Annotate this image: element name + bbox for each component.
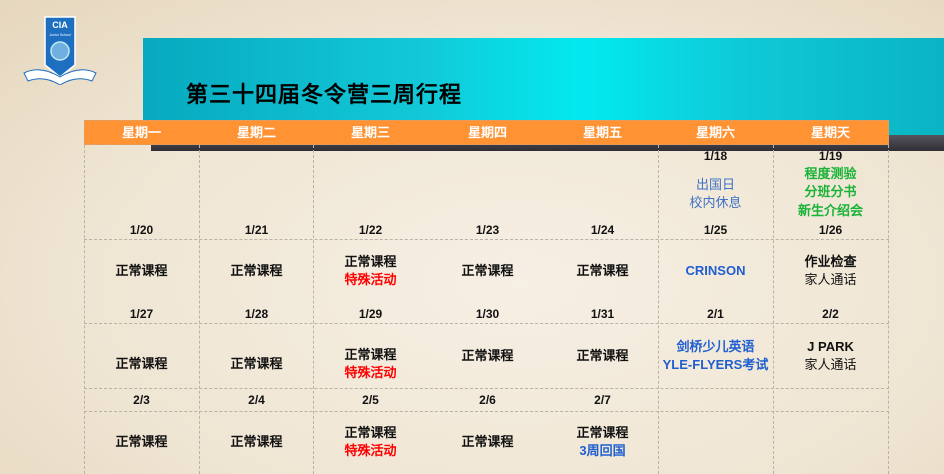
date-label: 1/20 bbox=[129, 223, 154, 237]
date-label: 2/4 bbox=[248, 393, 265, 407]
event-text: 特殊活动 bbox=[344, 365, 397, 380]
event-text: 正常课程 bbox=[230, 263, 283, 278]
event-text: 特殊活动 bbox=[344, 272, 397, 287]
page-title: 第三十四届冬令营三周行程 bbox=[186, 83, 463, 108]
date-label: 1/18 bbox=[703, 149, 728, 163]
day-header: 星期四 bbox=[467, 125, 507, 140]
event-text: 正常课程 bbox=[461, 434, 514, 449]
event-text: 程度测验 bbox=[804, 166, 857, 181]
event-text: 正常课程 bbox=[115, 356, 168, 371]
event-text: 正常课程 bbox=[115, 434, 168, 449]
svg-text:CIA: CIA bbox=[52, 20, 68, 30]
date-label: 1/31 bbox=[590, 307, 615, 321]
event-text: 正常课程 bbox=[344, 347, 397, 362]
event-text: 正常课程 bbox=[576, 263, 629, 278]
day-header: 星期一 bbox=[121, 125, 161, 140]
event-text: CRINSON bbox=[685, 263, 746, 278]
event-text: 正常课程 bbox=[344, 254, 397, 269]
date-label: 2/7 bbox=[594, 393, 611, 407]
event-text: 正常课程 bbox=[461, 263, 514, 278]
date-label: 1/19 bbox=[818, 149, 843, 163]
event-text: 特殊活动 bbox=[344, 443, 397, 458]
schedule-table: 星期一 星期二 星期三 星期四 星期五 星期六 星期天 1/18 1/19 出国… bbox=[84, 120, 889, 474]
date-label: 1/29 bbox=[358, 307, 383, 321]
event-text: 3周回国 bbox=[579, 443, 626, 458]
event-text: YLE-FLYERS考试 bbox=[662, 357, 769, 372]
event-text: 家人通话 bbox=[804, 357, 857, 372]
event-text: 出国日 bbox=[695, 177, 735, 192]
event-text: 分班分书 bbox=[804, 184, 857, 199]
event-text: 正常课程 bbox=[576, 348, 629, 363]
title-banner: 第三十四届冬令营三周行程 bbox=[143, 38, 944, 151]
event-text: J PARK bbox=[807, 339, 854, 354]
table-header bbox=[84, 120, 889, 145]
date-label: 1/30 bbox=[475, 307, 500, 321]
event-text: 新生介绍会 bbox=[797, 203, 863, 218]
date-label: 1/25 bbox=[703, 223, 728, 237]
date-label: 1/22 bbox=[358, 223, 383, 237]
date-label: 2/3 bbox=[133, 393, 150, 407]
date-label: 1/21 bbox=[244, 223, 269, 237]
date-label: 1/27 bbox=[129, 307, 154, 321]
date-label: 1/24 bbox=[590, 223, 615, 237]
event-text: 作业检查 bbox=[804, 254, 857, 269]
event-text: 正常课程 bbox=[344, 425, 397, 440]
cia-logo: CIA Junior School bbox=[23, 16, 97, 85]
date-label: 2/6 bbox=[479, 393, 496, 407]
event-text: 剑桥少儿英语 bbox=[676, 339, 755, 354]
event-text: 正常课程 bbox=[230, 434, 283, 449]
date-label: 1/28 bbox=[244, 307, 269, 321]
event-text: 家人通话 bbox=[804, 272, 857, 287]
event-text: 正常课程 bbox=[576, 425, 629, 440]
date-label: 2/5 bbox=[362, 393, 379, 407]
day-header: 星期六 bbox=[695, 125, 735, 140]
date-label: 1/26 bbox=[818, 223, 843, 237]
day-header: 星期天 bbox=[810, 125, 850, 140]
event-text: 正常课程 bbox=[230, 356, 283, 371]
event-text: 正常课程 bbox=[461, 348, 514, 363]
day-header: 星期五 bbox=[582, 125, 622, 140]
date-label: 1/23 bbox=[475, 223, 500, 237]
svg-text:Junior School: Junior School bbox=[49, 33, 70, 37]
date-label: 2/2 bbox=[822, 307, 839, 321]
date-label: 2/1 bbox=[707, 307, 724, 321]
day-header: 星期三 bbox=[350, 125, 390, 140]
day-header: 星期二 bbox=[236, 125, 276, 140]
event-text: 校内休息 bbox=[689, 195, 742, 210]
event-text: 正常课程 bbox=[115, 263, 168, 278]
